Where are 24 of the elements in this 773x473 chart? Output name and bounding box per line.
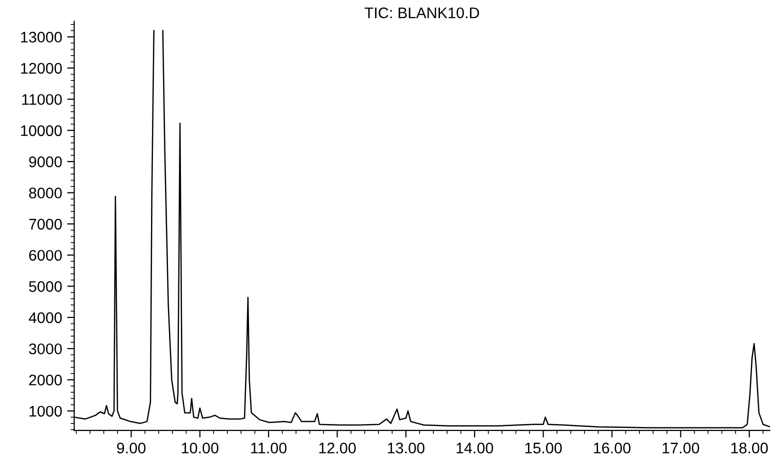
y-tick-label: 2000 [29, 374, 62, 386]
x-tick-label: 12.00 [319, 442, 356, 454]
y-tick-label: 6000 [29, 250, 62, 261]
chart-title: TIC: BLANK10.D [364, 7, 480, 18]
x-tick-label: 11.00 [251, 442, 287, 454]
x-tick-label: 17.00 [662, 442, 700, 454]
y-tick-label: 4000 [28, 312, 62, 324]
x-tick-label: 10.00 [182, 442, 218, 454]
y-tick-label: 3000 [29, 343, 62, 354]
y-tick-label: 10000 [21, 125, 62, 136]
x-tick-label: 18.00 [731, 442, 768, 454]
x-tick-label: 9.00 [117, 442, 146, 454]
y-tick-label: 5000 [29, 281, 62, 292]
x-tick-label: 15.00 [525, 442, 562, 454]
y-tick-label: 1000 [30, 406, 62, 417]
y-tick-label: 11000 [22, 94, 62, 105]
y-tick-label: 12000 [21, 62, 62, 74]
y-tick-label: 13000 [21, 32, 62, 43]
y-tick-label: 9000 [29, 156, 62, 168]
y-tick-label: 7000 [29, 218, 62, 230]
x-tick-label: 13.00 [388, 442, 424, 454]
y-tick-label: 8000 [29, 188, 62, 198]
x-tick-label: 14.00 [456, 442, 494, 454]
x-tick-label: 16.00 [594, 442, 630, 454]
